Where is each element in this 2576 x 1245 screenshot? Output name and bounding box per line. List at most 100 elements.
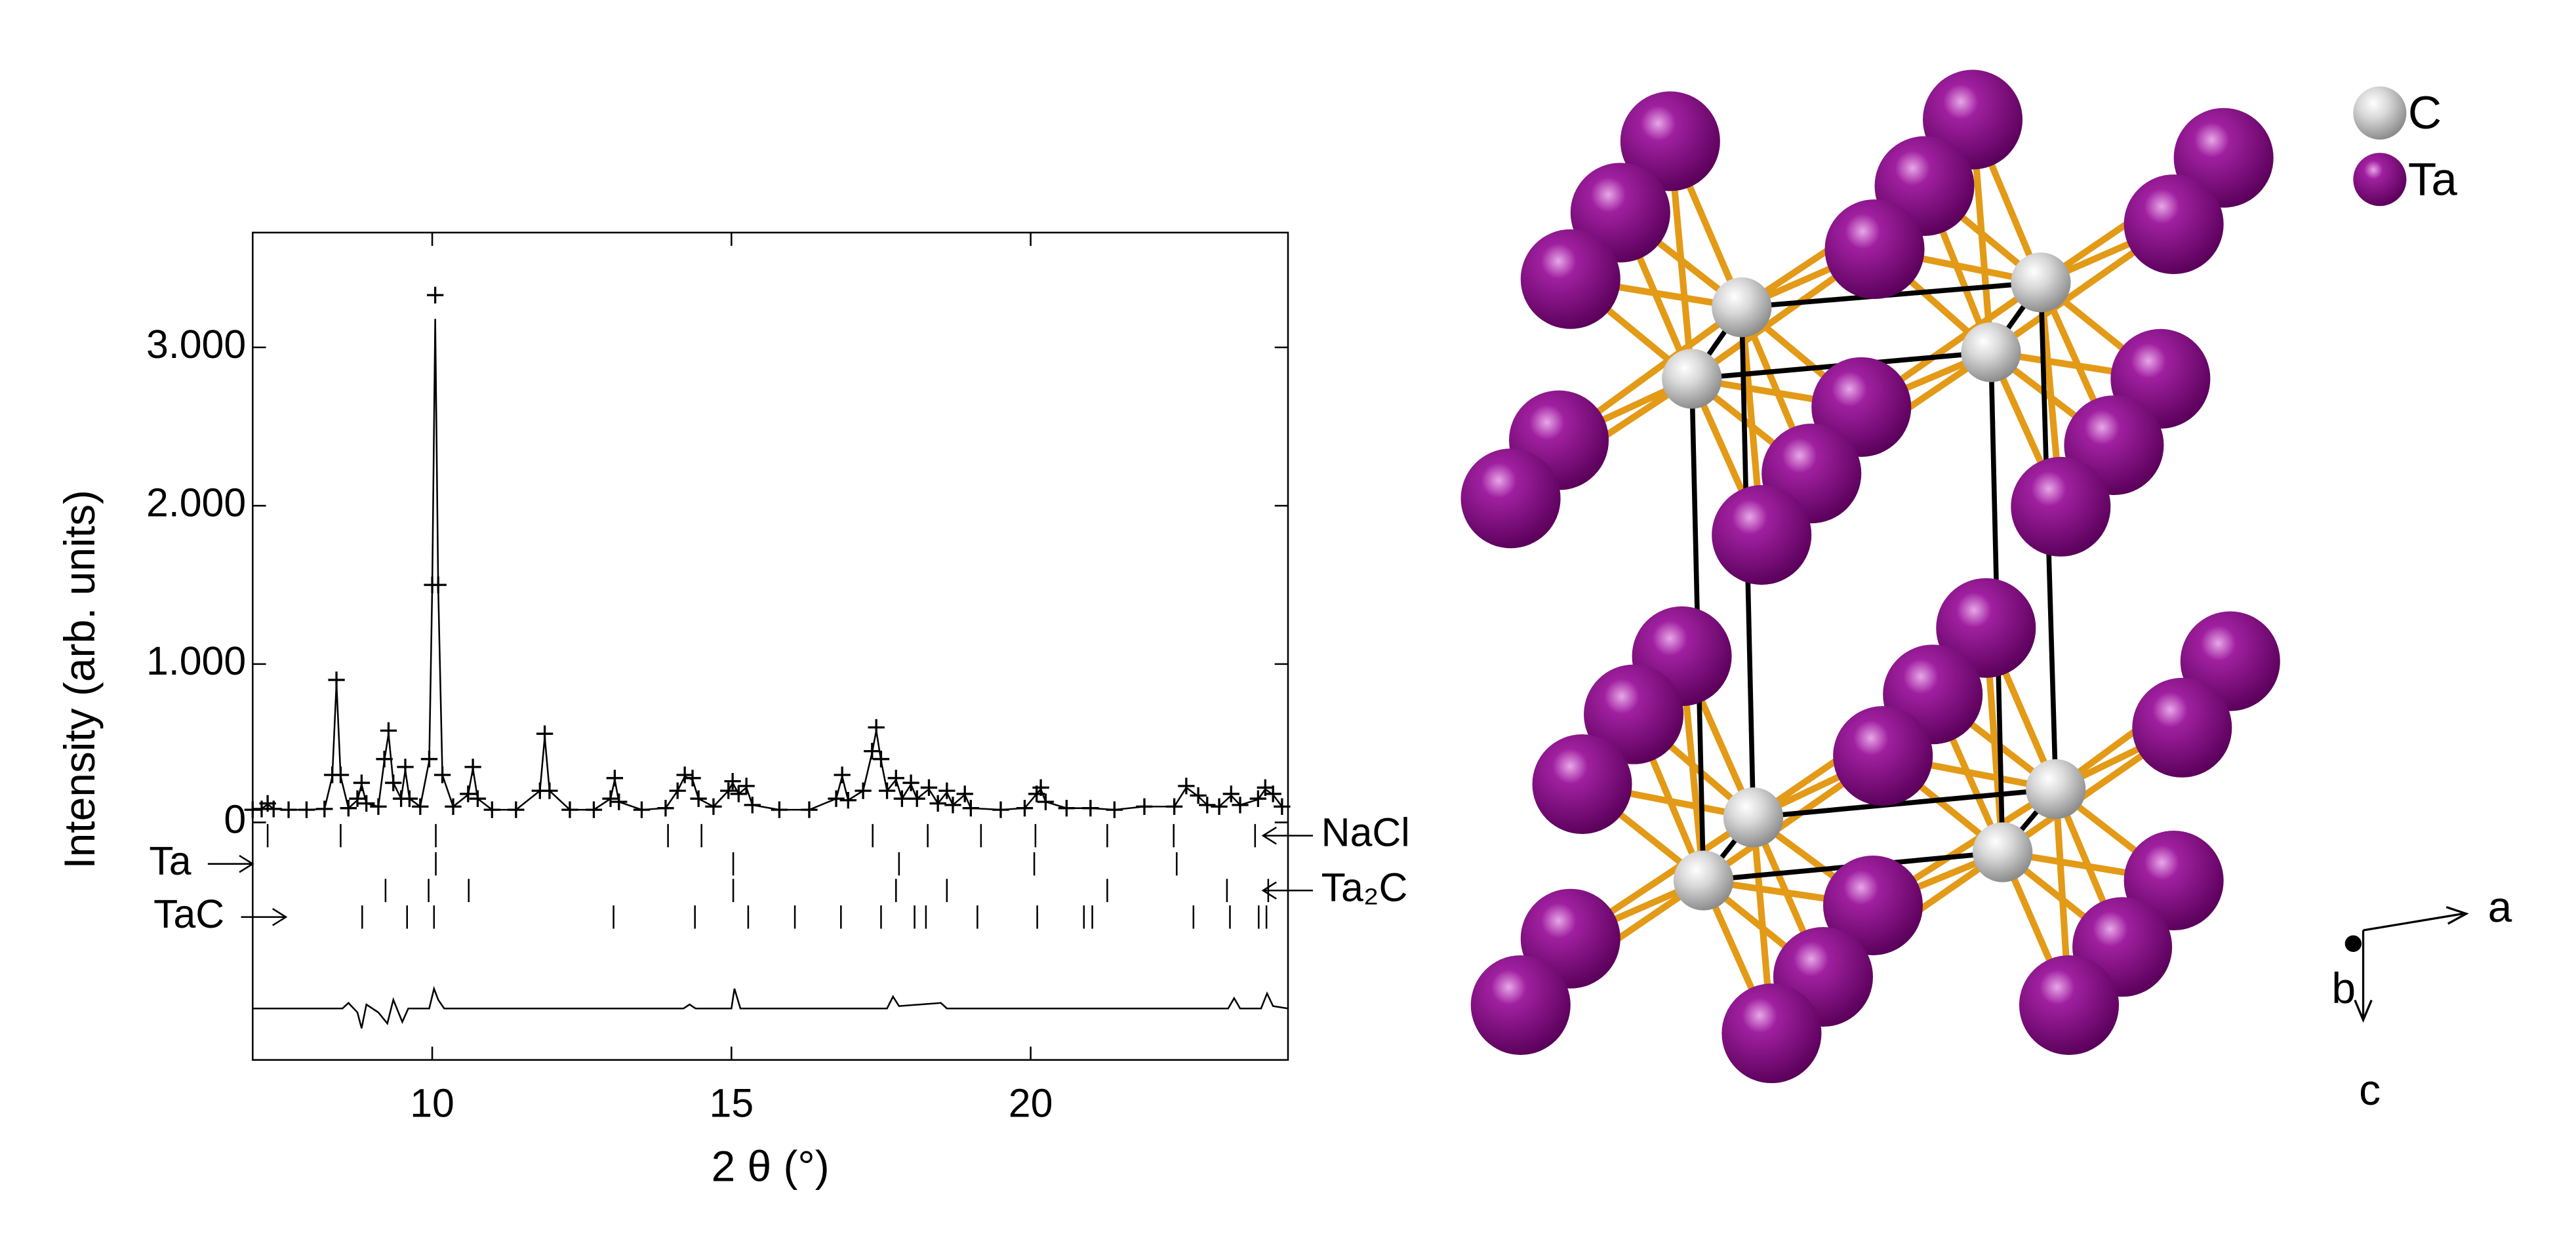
phase-label: NaCl: [1321, 810, 1410, 855]
observed-point: [370, 798, 387, 815]
observed-point: [938, 782, 956, 799]
ta-atom: [1822, 856, 1923, 956]
diffraction-plot: 0 1.000 2.000 3.000 10 15 20 2 θ (°) Intensity (…: [55, 231, 1410, 1190]
observed-point: [676, 766, 693, 783]
observed-point: [332, 766, 350, 783]
observed-point: [401, 790, 418, 807]
observed-point: [280, 801, 297, 818]
c-atom: [2026, 759, 2086, 820]
observed-point: [1136, 798, 1153, 815]
observed-point: [265, 800, 282, 818]
observed-point: [872, 751, 890, 768]
observed-point: [606, 770, 624, 787]
ta-atom: [1712, 484, 1812, 585]
y-axis-label: Intensity (arb. units): [55, 490, 104, 869]
observed-point: [902, 774, 919, 791]
x-tick-label: 20: [1009, 1081, 1053, 1126]
observed-point: [1199, 797, 1216, 814]
observed-point: [992, 801, 1009, 818]
plot-frame: [252, 231, 1289, 1061]
ta-atom: [2019, 955, 2120, 1056]
observed-point: [956, 785, 973, 802]
x-tick-label: 10: [410, 1081, 454, 1126]
observed-point: [328, 671, 345, 688]
c-atom: [1712, 277, 1772, 338]
cell-edge: [1753, 786, 2057, 820]
ta-atom: [1520, 229, 1620, 329]
c-atom: [1961, 322, 2021, 382]
observed-point: [541, 782, 558, 799]
observed-point: [855, 782, 872, 799]
observed-point: [920, 779, 938, 796]
observed-point: [962, 800, 980, 817]
observed-point: [690, 790, 707, 807]
observed-point: [893, 790, 911, 807]
legend-ta-atom: [2353, 153, 2407, 207]
phase-label: Ta₂C: [1321, 865, 1408, 909]
observed-point: [349, 790, 366, 807]
observed-point: [887, 770, 904, 787]
ta-atom: [1833, 705, 1933, 806]
observed-point: [1165, 798, 1183, 815]
x-axis-label: 2 θ (°): [712, 1141, 830, 1190]
legend-label: C: [2408, 87, 2442, 139]
ta-atom: [1532, 734, 1632, 835]
observed-point: [412, 798, 429, 815]
observed-point: [1249, 790, 1267, 807]
observed-point: [1106, 801, 1123, 818]
ta-atom: [1460, 448, 1561, 549]
observed-point: [771, 801, 788, 818]
observed-point: [385, 774, 402, 791]
axis-label: c: [2359, 1065, 2381, 1114]
phase-label: TaC: [153, 892, 224, 936]
phase-label: Ta: [149, 839, 191, 883]
observed-point: [944, 797, 961, 814]
observed-point: [483, 801, 500, 818]
observed-point: [908, 790, 925, 807]
observed-point: [657, 800, 674, 817]
observed-point: [705, 798, 722, 815]
observed-point: [316, 800, 333, 818]
observed-point: [1222, 785, 1239, 802]
axis-arrow: [2354, 906, 2469, 1023]
x-tick-label: 15: [710, 1081, 754, 1126]
observed-point: [834, 766, 851, 783]
ta-atom: [1721, 983, 1822, 1084]
observed-point: [397, 759, 414, 776]
crystal-structure: C Ta a b c: [1460, 69, 2512, 1114]
observed-point: [669, 782, 686, 799]
observed-point: [298, 801, 315, 818]
observed-point: [1037, 793, 1055, 810]
observed-point: [684, 770, 701, 787]
observed-point: [426, 287, 444, 304]
observed-point: [1211, 798, 1228, 815]
phase-arrow: [1261, 826, 1314, 845]
observed-point: [1232, 797, 1249, 814]
observed-point: [380, 722, 397, 740]
observed-point: [738, 778, 755, 795]
observed-point: [460, 785, 477, 802]
observed-point: [839, 791, 856, 809]
observed-point: [868, 719, 885, 736]
ta-atom: [2011, 456, 2111, 557]
ta-atom: [1620, 91, 1720, 191]
observed-point: [602, 790, 619, 807]
observed-point: [744, 797, 761, 814]
observed-point: [828, 790, 845, 807]
observed-point: [508, 801, 525, 818]
c-atom: [1973, 822, 2033, 882]
observed-point: [358, 795, 375, 812]
observed-point: [720, 782, 737, 799]
ta-atom: [2123, 174, 2224, 275]
observed-point: [430, 576, 447, 593]
y-tick-label: 1.000: [146, 639, 246, 683]
phase-arrow: [207, 854, 254, 873]
observed-point: [633, 801, 651, 818]
observed-point: [878, 782, 896, 799]
observed-point: [536, 725, 553, 742]
phase-arrow: [1261, 881, 1314, 899]
observed-point: [376, 751, 393, 768]
phase-arrow: [241, 908, 288, 926]
observed-point: [353, 774, 371, 791]
